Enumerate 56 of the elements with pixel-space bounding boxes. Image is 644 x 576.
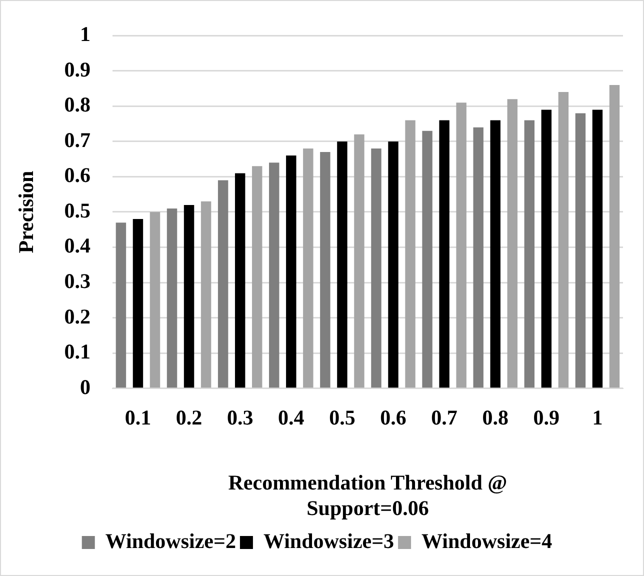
legend-label: Windowsize=2 bbox=[105, 528, 236, 553]
bar bbox=[490, 120, 500, 388]
bar bbox=[558, 92, 569, 388]
x-tick-label: 0.3 bbox=[226, 405, 254, 430]
x-tick-label: 0.8 bbox=[482, 405, 508, 430]
y-tick-label: 0.9 bbox=[64, 57, 90, 82]
x-tick-label: 0.7 bbox=[431, 405, 458, 430]
bar bbox=[132, 219, 144, 388]
y-tick-label: 0.8 bbox=[64, 92, 90, 117]
bar bbox=[252, 166, 262, 388]
x-axis-title: Recommendation Threshold @ Support=0.06 bbox=[228, 470, 508, 520]
bar bbox=[524, 120, 535, 388]
x-tick-label: 0.4 bbox=[278, 405, 305, 430]
y-tick-label: 0.7 bbox=[64, 128, 90, 152]
bar bbox=[354, 134, 364, 388]
bar bbox=[507, 99, 518, 388]
bar bbox=[150, 212, 160, 388]
bar bbox=[184, 204, 194, 388]
bar bbox=[388, 141, 398, 388]
bar bbox=[337, 141, 348, 388]
legend-label: Windowsize=4 bbox=[422, 528, 553, 553]
bar bbox=[116, 222, 126, 388]
bar bbox=[371, 148, 382, 388]
y-tick-label: 0.1 bbox=[64, 340, 90, 364]
y-tick-label: 0.6 bbox=[64, 163, 90, 188]
bar bbox=[234, 173, 246, 388]
x-tick-label: 0.6 bbox=[380, 405, 406, 430]
bar bbox=[575, 113, 586, 388]
x-tick-label: 0.5 bbox=[329, 405, 356, 430]
x-tick-label: 0.2 bbox=[176, 405, 202, 430]
bar bbox=[456, 102, 466, 388]
y-axis-title: Precision bbox=[14, 170, 38, 254]
y-tick-label: 0.5 bbox=[64, 198, 90, 222]
bar bbox=[609, 84, 620, 388]
bar bbox=[320, 152, 330, 388]
x-tick-label: 0.9 bbox=[533, 405, 560, 430]
bar bbox=[439, 120, 450, 388]
bar bbox=[166, 208, 178, 388]
bar bbox=[200, 201, 212, 388]
bar bbox=[269, 162, 280, 388]
bar bbox=[422, 130, 432, 388]
bar bbox=[473, 127, 484, 388]
bar bbox=[592, 110, 603, 388]
y-tick-label: 0.3 bbox=[64, 268, 90, 293]
y-tick-label: 0.4 bbox=[64, 234, 91, 258]
y-tick-label: 0 bbox=[80, 374, 90, 399]
legend-label: Windowsize=3 bbox=[263, 528, 394, 553]
bar bbox=[286, 156, 296, 388]
x-tick-label: 0.1 bbox=[124, 405, 152, 430]
bar bbox=[541, 110, 552, 388]
bar bbox=[405, 120, 416, 388]
y-tick-label: 1 bbox=[80, 22, 90, 46]
bar bbox=[218, 180, 228, 388]
y-tick-label: 0.2 bbox=[64, 304, 90, 328]
x-tick-label: 1 bbox=[592, 405, 603, 430]
bar bbox=[303, 148, 314, 388]
